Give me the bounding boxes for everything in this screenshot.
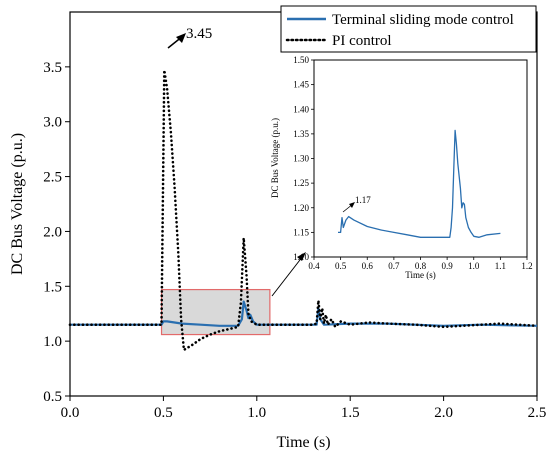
inset-x-tick-label: 1.1 xyxy=(495,261,506,271)
peak-annotation: 3.45 xyxy=(167,26,212,49)
highlight-box xyxy=(160,288,271,336)
peak-annotation-label: 3.45 xyxy=(186,26,212,42)
y-tick-label: 0.5 xyxy=(43,389,62,405)
inset-frame xyxy=(313,59,528,258)
inset-x-tick-label: 0.6 xyxy=(362,261,374,271)
inset-x-tick-label: 1.2 xyxy=(521,261,532,271)
y-tick-label: 2.0 xyxy=(43,224,62,240)
y-tick-label: 3.0 xyxy=(43,115,62,131)
x-tick-label: 1.0 xyxy=(247,405,266,421)
legend-label-tsmc: Terminal sliding mode control xyxy=(332,12,514,28)
x-axis: 0.0 0.5 1.0 1.5 2.0 2.5 xyxy=(61,396,547,421)
x-tick-label: 0.5 xyxy=(154,405,173,421)
inset-plot: 0.4 0.5 0.6 0.7 0.8 0.9 1.0 1.1 1.2 1.10 1.15 1.20… xyxy=(270,55,533,280)
inset-x-tick-label: 0.8 xyxy=(415,261,427,271)
x-tick-label: 2.5 xyxy=(528,405,547,421)
legend-label-pi: PI control xyxy=(332,33,392,49)
legend-box xyxy=(280,5,537,53)
inset-y-tick-label: 1.25 xyxy=(293,178,309,188)
inset-y-tick-label: 1.10 xyxy=(293,252,309,262)
inset-annotation-label: 1.17 xyxy=(355,195,371,205)
y-tick-label: 2.5 xyxy=(43,170,62,186)
inset-series-layer xyxy=(338,129,501,238)
inset-x-tick-label: 1.0 xyxy=(468,261,480,271)
inset-series-line-tsmc xyxy=(338,129,501,238)
x-tick-label: 2.0 xyxy=(434,405,453,421)
main-series-layer xyxy=(68,68,539,352)
inset-annotation: 1.17 xyxy=(342,195,371,213)
y-tick-label: 3.5 xyxy=(43,60,62,76)
y-tick-label: 1.0 xyxy=(43,334,62,350)
inset-y-tick-label: 1.45 xyxy=(293,80,309,90)
legend: Terminal sliding mode control PI control xyxy=(280,5,537,53)
inset-y-axis-title: DC Bus Voltage (p.u.) xyxy=(270,118,280,198)
inset-y-tick-label: 1.35 xyxy=(293,129,309,139)
zoom-pointer-arrow xyxy=(271,252,306,297)
highlight-box-rect xyxy=(160,288,271,336)
inset-y-tick-label: 1.20 xyxy=(293,203,309,213)
y-axis-title: DC Bus Voltage (p.u.) xyxy=(9,133,26,275)
inset-y-axis: 1.10 1.15 1.20 1.25 1.30 1.35 1.40 1.45 1.50 xyxy=(293,55,314,262)
inset-annotation-arrow-head xyxy=(349,202,355,208)
inset-y-tick-label: 1.30 xyxy=(293,154,309,164)
series-line-tsmc xyxy=(70,300,538,327)
inset-x-tick-label: 0.7 xyxy=(388,261,400,271)
x-tick-label: 1.5 xyxy=(341,405,360,421)
peak-arrow-head xyxy=(176,33,186,43)
inset-x-tick-label: 0.4 xyxy=(308,261,320,271)
inset-y-tick-label: 1.40 xyxy=(293,104,309,114)
main-plot: 0.0 0.5 1.0 1.5 2.0 2.5 0.51.01.52.02.53.03.5… xyxy=(9,11,547,451)
y-axis: 0.5 1.0 1.5 2.0 2.5 3.0 3.5 xyxy=(43,60,70,405)
inset-y-tick-label: 1.50 xyxy=(293,55,309,65)
y-tick-label: 1.5 xyxy=(43,279,62,295)
inset-x-tick-label: 0.9 xyxy=(442,261,454,271)
inset-x-axis-title: Time (s) xyxy=(405,270,435,280)
inset-y-tick-label: 1.15 xyxy=(293,227,309,237)
inset-x-axis: 0.4 0.5 0.6 0.7 0.8 0.9 1.0 1.1 1.2 xyxy=(308,257,533,271)
x-axis-title: Time (s) xyxy=(276,434,330,451)
x-tick-label: 0.0 xyxy=(61,405,80,421)
inset-x-tick-label: 0.5 xyxy=(335,261,347,271)
series-line-pi xyxy=(68,68,539,352)
